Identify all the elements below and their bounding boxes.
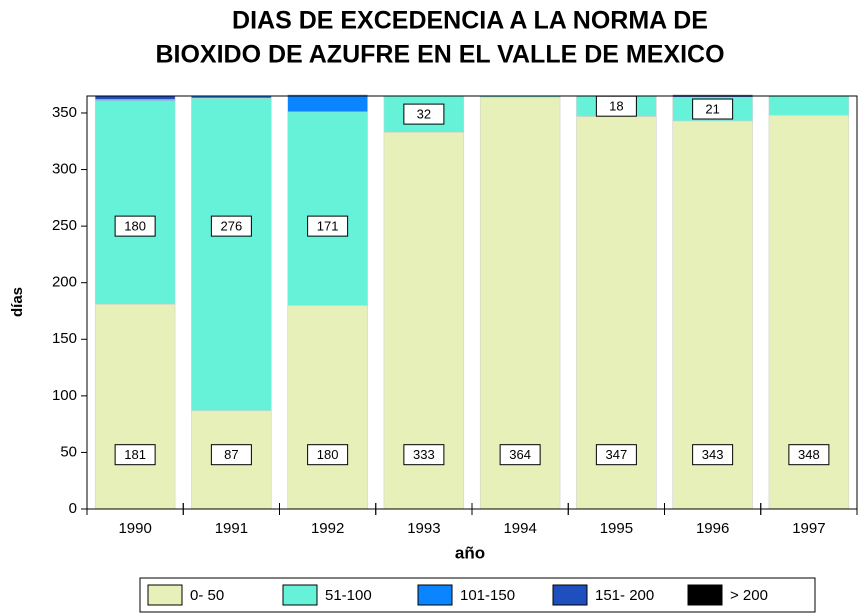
chart-title: DIAS DE EXCEDENCIA A LA NORMA DE <box>232 7 708 35</box>
y-tick-label: 0 <box>69 500 77 517</box>
legend-swatch <box>417 584 453 606</box>
y-tick-label: 100 <box>52 387 77 404</box>
data-label: 364 <box>509 447 531 462</box>
data-label: 180 <box>317 447 339 462</box>
x-tick-label: 1993 <box>407 520 440 537</box>
y-tick-label: 250 <box>52 217 77 234</box>
data-label: 180 <box>124 219 146 234</box>
label-box <box>307 215 349 237</box>
y-tick-label: 350 <box>52 104 77 121</box>
legend-swatch <box>687 584 723 606</box>
y-tick-label: 200 <box>52 274 77 291</box>
legend-label: 0- 50 <box>190 587 224 604</box>
legend-swatch <box>147 584 183 606</box>
plot-frame <box>86 95 858 510</box>
x-tick-label: 1991 <box>215 520 248 537</box>
label-box <box>403 103 445 125</box>
data-label: 21 <box>705 101 719 116</box>
label-box <box>210 215 252 237</box>
legend-swatch <box>552 584 588 606</box>
label-box <box>788 444 830 466</box>
x-axis-label: año <box>455 543 485 562</box>
bar-segment <box>287 305 368 510</box>
label-box <box>403 444 445 466</box>
data-label: 87 <box>224 447 238 462</box>
bar-segment <box>94 95 176 100</box>
data-label: 18 <box>609 99 623 114</box>
bar-segment <box>191 98 272 411</box>
data-label: 276 <box>221 219 243 234</box>
data-label: 32 <box>417 107 431 122</box>
label-box <box>307 444 349 466</box>
label-box <box>692 98 734 120</box>
data-label: 343 <box>702 447 724 462</box>
legend-swatch <box>282 584 318 606</box>
label-box <box>499 444 541 466</box>
data-label: 181 <box>124 447 146 462</box>
bar-segment <box>576 116 657 510</box>
bar-segment <box>287 111 368 306</box>
y-tick-label: 50 <box>60 443 77 460</box>
legend-label: 51-100 <box>325 587 372 604</box>
label-box <box>692 444 734 466</box>
label-box <box>595 444 637 466</box>
y-tick-label: 300 <box>52 161 77 178</box>
x-tick-label: 1994 <box>503 520 536 537</box>
bar-segment <box>768 95 850 116</box>
x-tick-label: 1995 <box>600 520 633 537</box>
data-label: 348 <box>798 447 820 462</box>
label-box <box>210 444 252 466</box>
bar-segment <box>94 100 176 305</box>
chart-title: BIOXIDO DE AZUFRE EN EL VALLE DE MEXICO <box>155 41 724 69</box>
bar-segment <box>479 96 561 510</box>
x-tick-label: 1996 <box>696 520 729 537</box>
data-label: 333 <box>413 447 435 462</box>
bar-segment <box>287 94 368 113</box>
label-box <box>114 215 156 237</box>
x-tick-label: 1997 <box>792 520 825 537</box>
label-box <box>114 444 156 466</box>
legend-label: 101-150 <box>460 587 515 604</box>
legend-label: 151- 200 <box>595 587 654 604</box>
data-label: 171 <box>317 219 339 234</box>
legend-label: > 200 <box>730 587 768 604</box>
bar-segment <box>94 303 176 510</box>
bar-segment <box>768 114 850 510</box>
data-label: 347 <box>606 447 628 462</box>
y-axis-label: días <box>9 287 26 317</box>
x-tick-label: 1992 <box>311 520 344 537</box>
x-tick-label: 1990 <box>118 520 151 537</box>
y-tick-label: 150 <box>52 330 77 347</box>
